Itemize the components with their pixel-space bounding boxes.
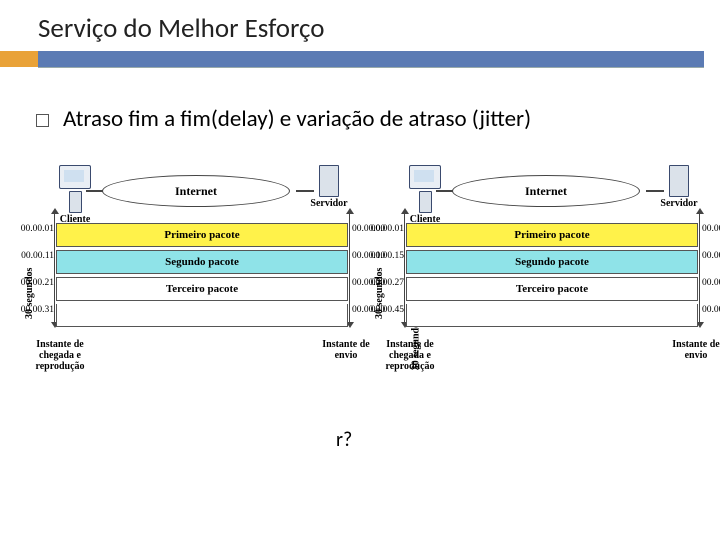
band-blank [56,304,348,327]
bottom-label-send: Instante de envio [660,339,720,361]
accent-bar [0,51,720,67]
server-icon: Servidor [660,165,698,209]
page-title: Serviço do Melhor Esforço [38,12,720,45]
bottom-label-recv: Instante de chegada e reprodução [24,339,96,372]
band-p3: Terceiro pacote [56,277,348,301]
band-p3: Terceiro pacote [406,277,698,301]
orphan-text: r? [336,428,352,452]
bullet-item: Atraso fim a fim(delay) e variação de at… [0,67,720,133]
band-p2: Segundo pacote [56,250,348,274]
server-icon: Servidor [310,165,348,209]
axis-right [699,213,700,323]
bullet-icon [36,114,49,127]
figure-right: Cliente Internet Servidor 30 segundos 30… [366,161,704,399]
bullet-text: Atraso fim a fim(delay) e variação de at… [63,105,531,133]
band-blank [406,304,698,327]
client-icon: Cliente [406,165,444,225]
band-p1: Primeiro pacote [56,223,348,247]
axis-right [349,213,350,323]
internet-ellipse: Internet [452,175,640,207]
bottom-label-recv: Instante de chegada e reprodução [374,339,446,372]
client-icon: Cliente [56,165,94,225]
band-p1: Primeiro pacote [406,223,698,247]
internet-ellipse: Internet [102,175,290,207]
figure-left: Cliente Internet Servidor 30 segundos 30… [16,161,354,399]
band-p2: Segundo pacote [406,250,698,274]
